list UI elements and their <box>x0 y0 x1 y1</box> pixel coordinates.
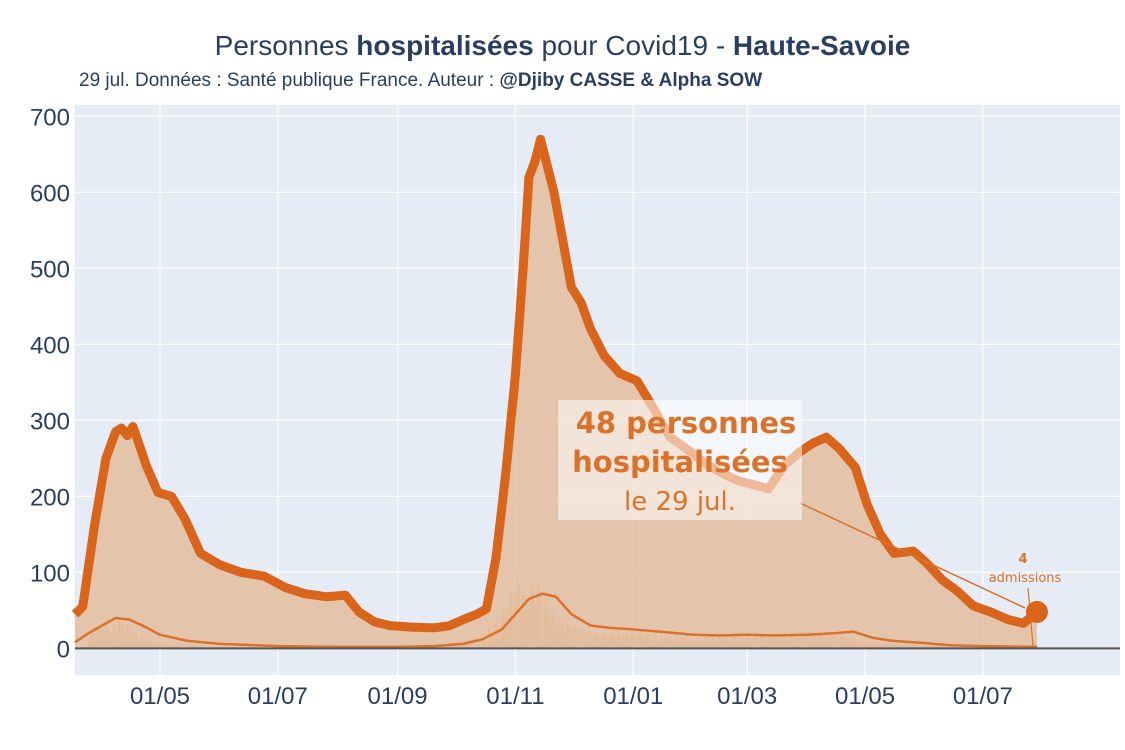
title-bold: hospitalisées <box>356 30 534 61</box>
y-tick-label-3: 300 <box>30 408 70 435</box>
title-mid: pour Covid19 - <box>533 30 733 61</box>
hospitalised-area <box>75 139 1037 649</box>
x-tick-label-1: 01/07 <box>248 683 308 710</box>
secondary-line <box>74 592 1037 649</box>
title-region: Haute-Savoie <box>732 30 911 61</box>
chart-subtitle: 29 jul. Données : Santé publique France.… <box>79 70 762 92</box>
y-tick-label-2: 200 <box>30 484 70 511</box>
admissions-label: admissions <box>989 571 1062 586</box>
x-tick-label-0: 01/05 <box>130 683 190 710</box>
y-tick-label-6: 600 <box>30 180 70 207</box>
annotation-line-2: hospitalisées <box>572 445 788 479</box>
y-axis-ticks: 0 100 200 300 400 500 600 700 <box>30 104 70 663</box>
x-tick-label-6: 01/05 <box>835 683 895 710</box>
admission-bar <box>1036 645 1038 649</box>
y-tick-label-1: 100 <box>30 560 70 587</box>
subtitle-text: 29 jul. Données : Santé publique France.… <box>79 70 500 91</box>
annotation-line-1: 48 personnes <box>576 406 797 440</box>
y-tick-label-7: 700 <box>30 104 70 131</box>
x-tick-label-2: 01/09 <box>368 683 428 710</box>
annotation-arrow-hospitalised <box>799 502 1026 609</box>
x-tick-label-3: 01/11 <box>486 683 544 710</box>
x-axis-ticks: 01/05 01/07 01/09 01/11 01/01 01/03 01/05 01/07 <box>130 683 1013 710</box>
y-tick-label-5: 500 <box>30 256 70 283</box>
x-tick-label-4: 01/01 <box>603 683 663 710</box>
title-prefix: Personnes <box>214 30 357 61</box>
x-tick-label-7: 01/07 <box>953 683 1013 710</box>
annotation-box <box>558 400 802 520</box>
last-hospitalised-marker <box>1025 600 1048 623</box>
chart-title: Personnes hospitalisées pour Covid19 - H… <box>0 30 1125 62</box>
y-tick-label-0: 0 <box>57 636 70 663</box>
annotation-line-3: le 29 jul. <box>624 487 736 517</box>
hospitalised-line <box>71 134 1040 633</box>
admissions-value: 4 <box>1018 552 1027 567</box>
subtitle-author: @Djiby CASSE & Alpha SOW <box>499 70 763 91</box>
y-tick-label-4: 400 <box>30 332 70 359</box>
x-tick-label-5: 01/03 <box>717 683 777 710</box>
